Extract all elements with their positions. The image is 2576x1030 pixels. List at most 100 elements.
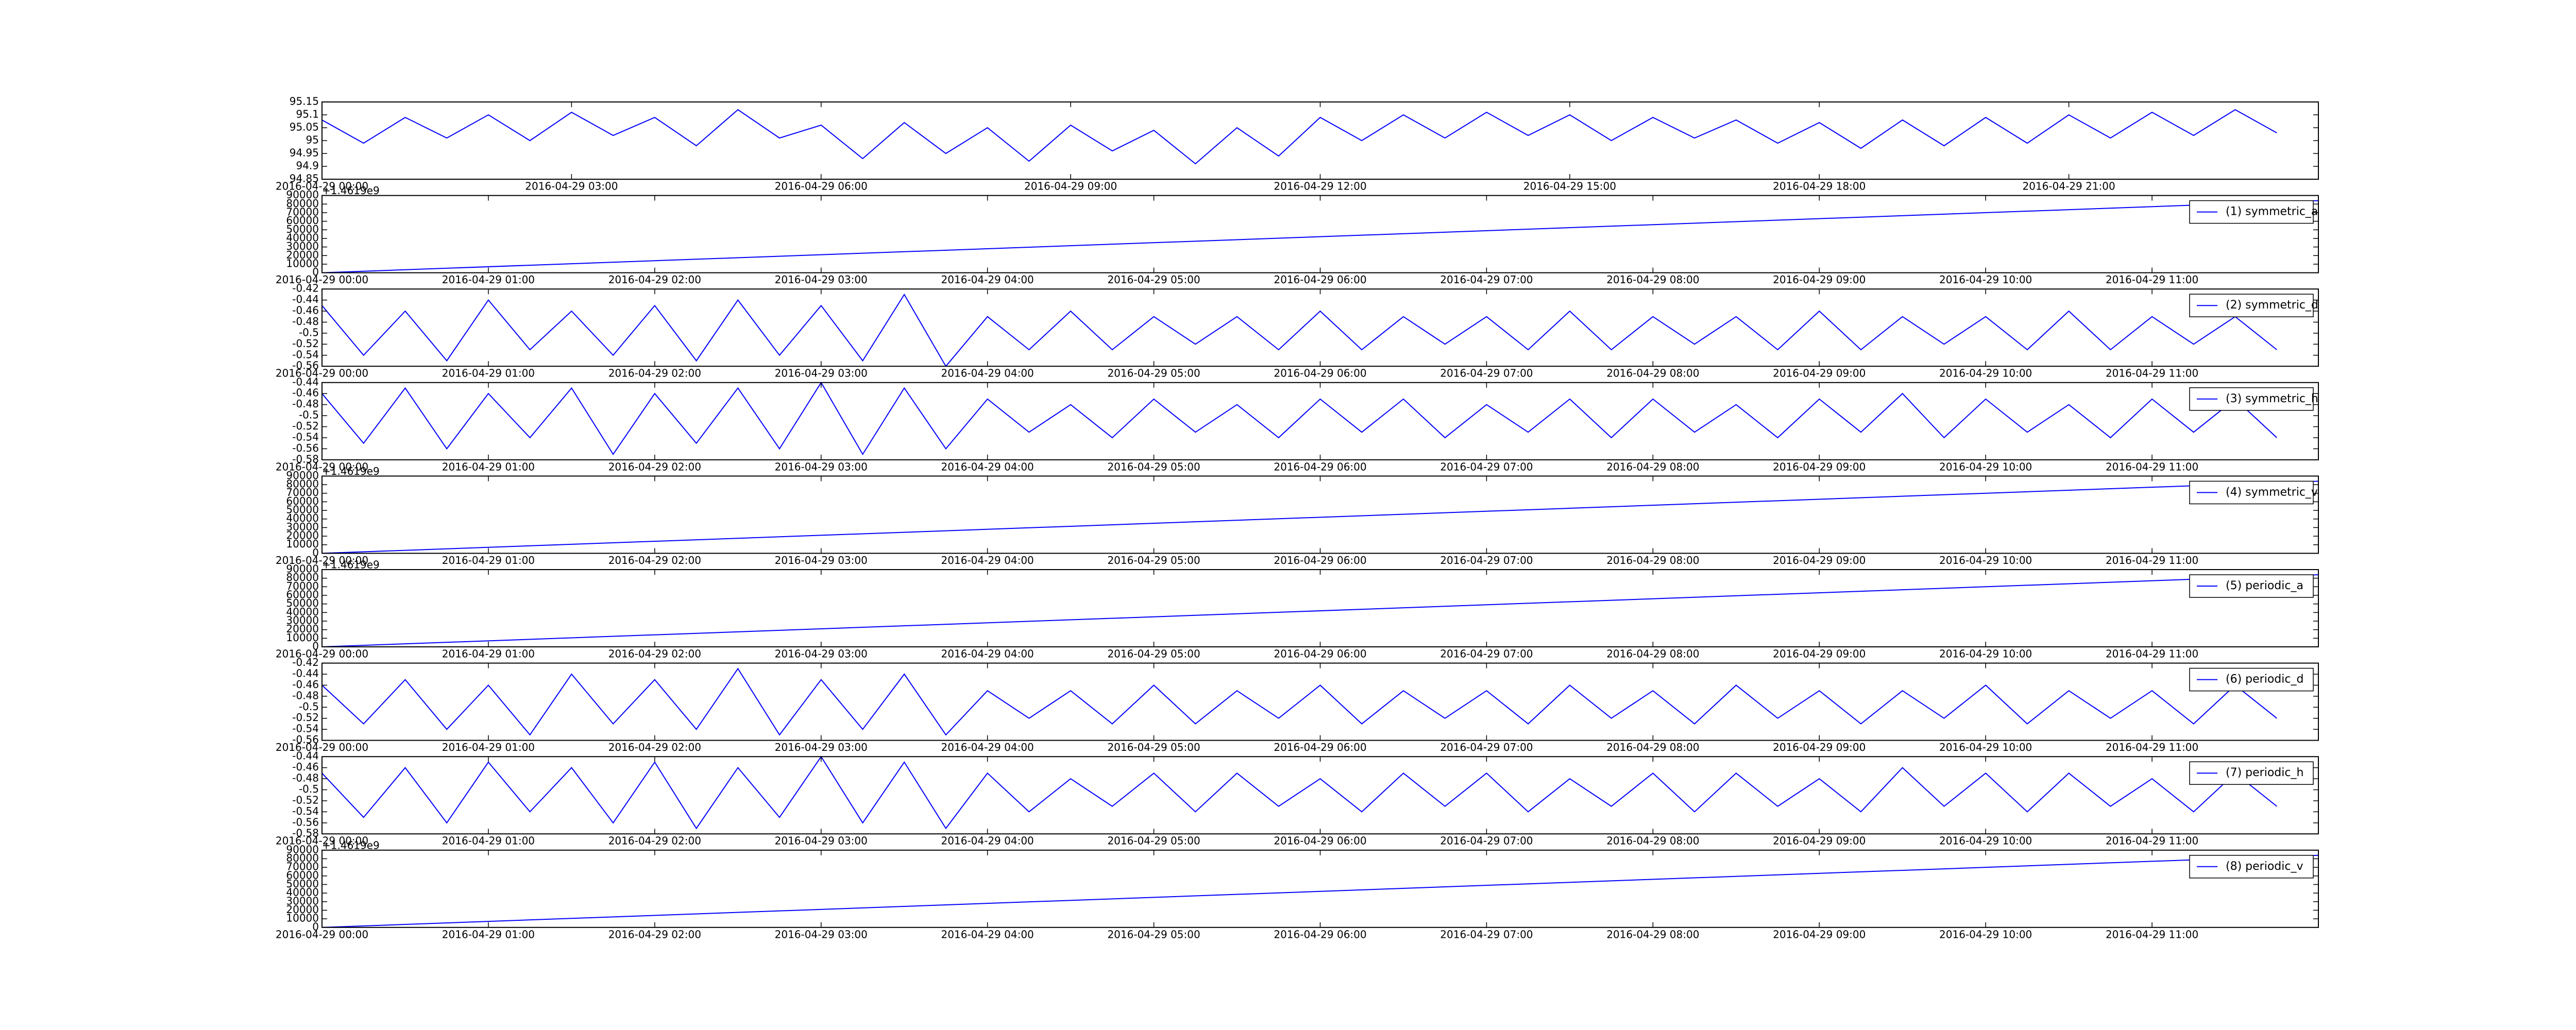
y-tick-label: 10000 [286, 912, 319, 924]
y-tick-label: 80000 [286, 478, 319, 490]
x-tick-label: 2016-04-29 03:00 [525, 180, 618, 193]
x-tick-label: 2016-04-29 05:00 [1107, 367, 1200, 380]
x-tick-label: 2016-04-29 11:00 [2106, 648, 2198, 660]
y-tick-label: 10000 [286, 257, 319, 269]
legend-label: (7) periodic_h [2226, 766, 2303, 779]
y-tick-label: 70000 [286, 205, 319, 218]
y-tick-label: 94.95 [290, 147, 319, 159]
x-tick-label: 2016-04-29 00:00 [276, 741, 368, 753]
x-tick-label: 2016-04-29 09:00 [1773, 835, 1866, 847]
plot-area [322, 109, 2277, 165]
x-tick-label: 2016-04-29 06:00 [1274, 460, 1366, 473]
y-tick-label: -0.42 [292, 282, 319, 295]
x-tick-label: 2016-04-29 01:00 [442, 554, 535, 566]
y-tick-label: -0.52 [292, 711, 319, 724]
y-tick-label: 94.9 [296, 160, 319, 172]
x-tick-label: 2016-04-29 04:00 [941, 554, 1034, 566]
x-tick-label: 2016-04-29 11:00 [2106, 273, 2198, 286]
x-tick-label: 2016-04-29 05:00 [1107, 554, 1200, 566]
x-tick-label: 2016-04-29 00:00 [276, 180, 368, 193]
x-tick-label: 2016-04-29 00:00 [276, 928, 368, 940]
x-tick-label: 2016-04-29 21:00 [2023, 180, 2115, 193]
legend-label: (4) symmetric_v [2226, 486, 2318, 499]
y-tick-label: 0 [312, 640, 319, 653]
x-tick-label: 2016-04-29 01:00 [442, 367, 535, 380]
x-tick-label: 2016-04-29 09:00 [1773, 928, 1866, 940]
x-tick-label: 2016-04-29 00:00 [276, 367, 368, 380]
y-tick-label: -0.56 [292, 816, 319, 828]
x-tick-label: 2016-04-29 10:00 [1939, 273, 2032, 286]
y-tick-label: 30000 [286, 614, 319, 627]
y-tick-label: -0.46 [292, 761, 319, 773]
x-tick-label: 2016-04-29 10:00 [1939, 928, 2032, 940]
y-tick-label: 70000 [286, 861, 319, 873]
y-tick-label: -0.56 [292, 359, 319, 372]
x-tick-label: 2016-04-29 12:00 [1274, 180, 1366, 193]
y-tick-label: 60000 [286, 589, 319, 601]
x-tick-label: 2016-04-29 02:00 [608, 554, 701, 566]
x-tick-label: 2016-04-29 08:00 [1606, 273, 1699, 286]
x-tick-label: 2016-04-29 07:00 [1440, 554, 1533, 566]
x-tick-label: 2016-04-29 00:00 [276, 648, 368, 660]
x-tick-label: 2016-04-29 10:00 [1939, 648, 2032, 660]
x-tick-label: 2016-04-29 07:00 [1440, 367, 1533, 380]
x-tick-label: 2016-04-29 00:00 [276, 273, 368, 286]
x-tick-label: 2016-04-29 09:00 [1024, 180, 1117, 193]
x-tick-label: 2016-04-29 06:00 [1274, 928, 1366, 940]
y-tick-label: 70000 [286, 580, 319, 592]
x-tick-label: 2016-04-29 06:00 [1274, 835, 1366, 847]
y-tick-label: -0.54 [292, 348, 319, 360]
y-tick-label: -0.44 [292, 375, 319, 388]
y-tick-label: -0.52 [292, 337, 319, 350]
x-tick-label: 2016-04-29 01:00 [442, 741, 535, 753]
y-tick-label: -0.44 [292, 293, 319, 305]
y-tick-label: 50000 [286, 504, 319, 516]
x-tick-label: 2016-04-29 08:00 [1606, 741, 1699, 753]
plot-area [322, 293, 2277, 367]
y-tick-label: -0.56 [292, 733, 319, 746]
y-tick-label: -0.44 [292, 667, 319, 680]
y-tick-label: 90000 [286, 188, 319, 201]
y-tick-label: -0.5 [299, 326, 319, 338]
offset-text: +1.4619e9 [322, 465, 380, 477]
y-tick-label: -0.48 [292, 398, 319, 410]
x-tick-label: 2016-04-29 01:00 [442, 648, 535, 660]
y-tick-label: -0.42 [292, 656, 319, 668]
plot-area [322, 667, 2277, 736]
x-tick-label: 2016-04-29 01:00 [442, 835, 535, 847]
x-tick-label: 2016-04-29 06:00 [1274, 741, 1366, 753]
y-tick-label: -0.58 [292, 827, 319, 839]
x-tick-label: 2016-04-29 08:00 [1606, 648, 1699, 660]
y-tick-label: 95.05 [290, 121, 319, 133]
y-tick-label: 94.85 [290, 173, 319, 185]
y-tick-label: 40000 [286, 512, 319, 524]
x-tick-label: 2016-04-29 07:00 [1440, 460, 1533, 473]
y-tick-label: -0.48 [292, 689, 319, 701]
x-tick-label: 2016-04-29 10:00 [1939, 367, 2032, 380]
legend-label: (1) symmetric_a [2226, 205, 2318, 218]
x-tick-label: 2016-04-29 06:00 [1274, 367, 1366, 380]
y-tick-label: 40000 [286, 231, 319, 244]
y-tick-label: 20000 [286, 529, 319, 542]
y-tick-label: 10000 [286, 538, 319, 550]
legend-label: (3) symmetric_h [2226, 392, 2318, 405]
y-tick-label: 95 [306, 134, 319, 146]
y-tick-label: -0.52 [292, 794, 319, 806]
x-tick-label: 2016-04-29 07:00 [1440, 928, 1533, 940]
data-line [322, 480, 2318, 554]
y-tick-label: -0.5 [299, 700, 319, 713]
x-tick-label: 2016-04-29 09:00 [1773, 367, 1866, 380]
x-tick-label: 2016-04-29 11:00 [2106, 835, 2198, 847]
y-tick-label: 30000 [286, 240, 319, 252]
x-tick-label: 2016-04-29 07:00 [1440, 273, 1533, 286]
x-tick-label: 2016-04-29 05:00 [1107, 273, 1200, 286]
y-tick-label: 90000 [286, 469, 319, 482]
y-tick-label: -0.56 [292, 442, 319, 454]
x-tick-label: 2016-04-29 11:00 [2106, 460, 2198, 473]
x-tick-label: 2016-04-29 06:00 [775, 180, 868, 193]
y-tick-label: 70000 [286, 486, 319, 499]
x-tick-label: 2016-04-29 06:00 [1274, 648, 1366, 660]
x-tick-label: 2016-04-29 18:00 [1773, 180, 1866, 193]
x-tick-label: 2016-04-29 02:00 [608, 367, 701, 380]
